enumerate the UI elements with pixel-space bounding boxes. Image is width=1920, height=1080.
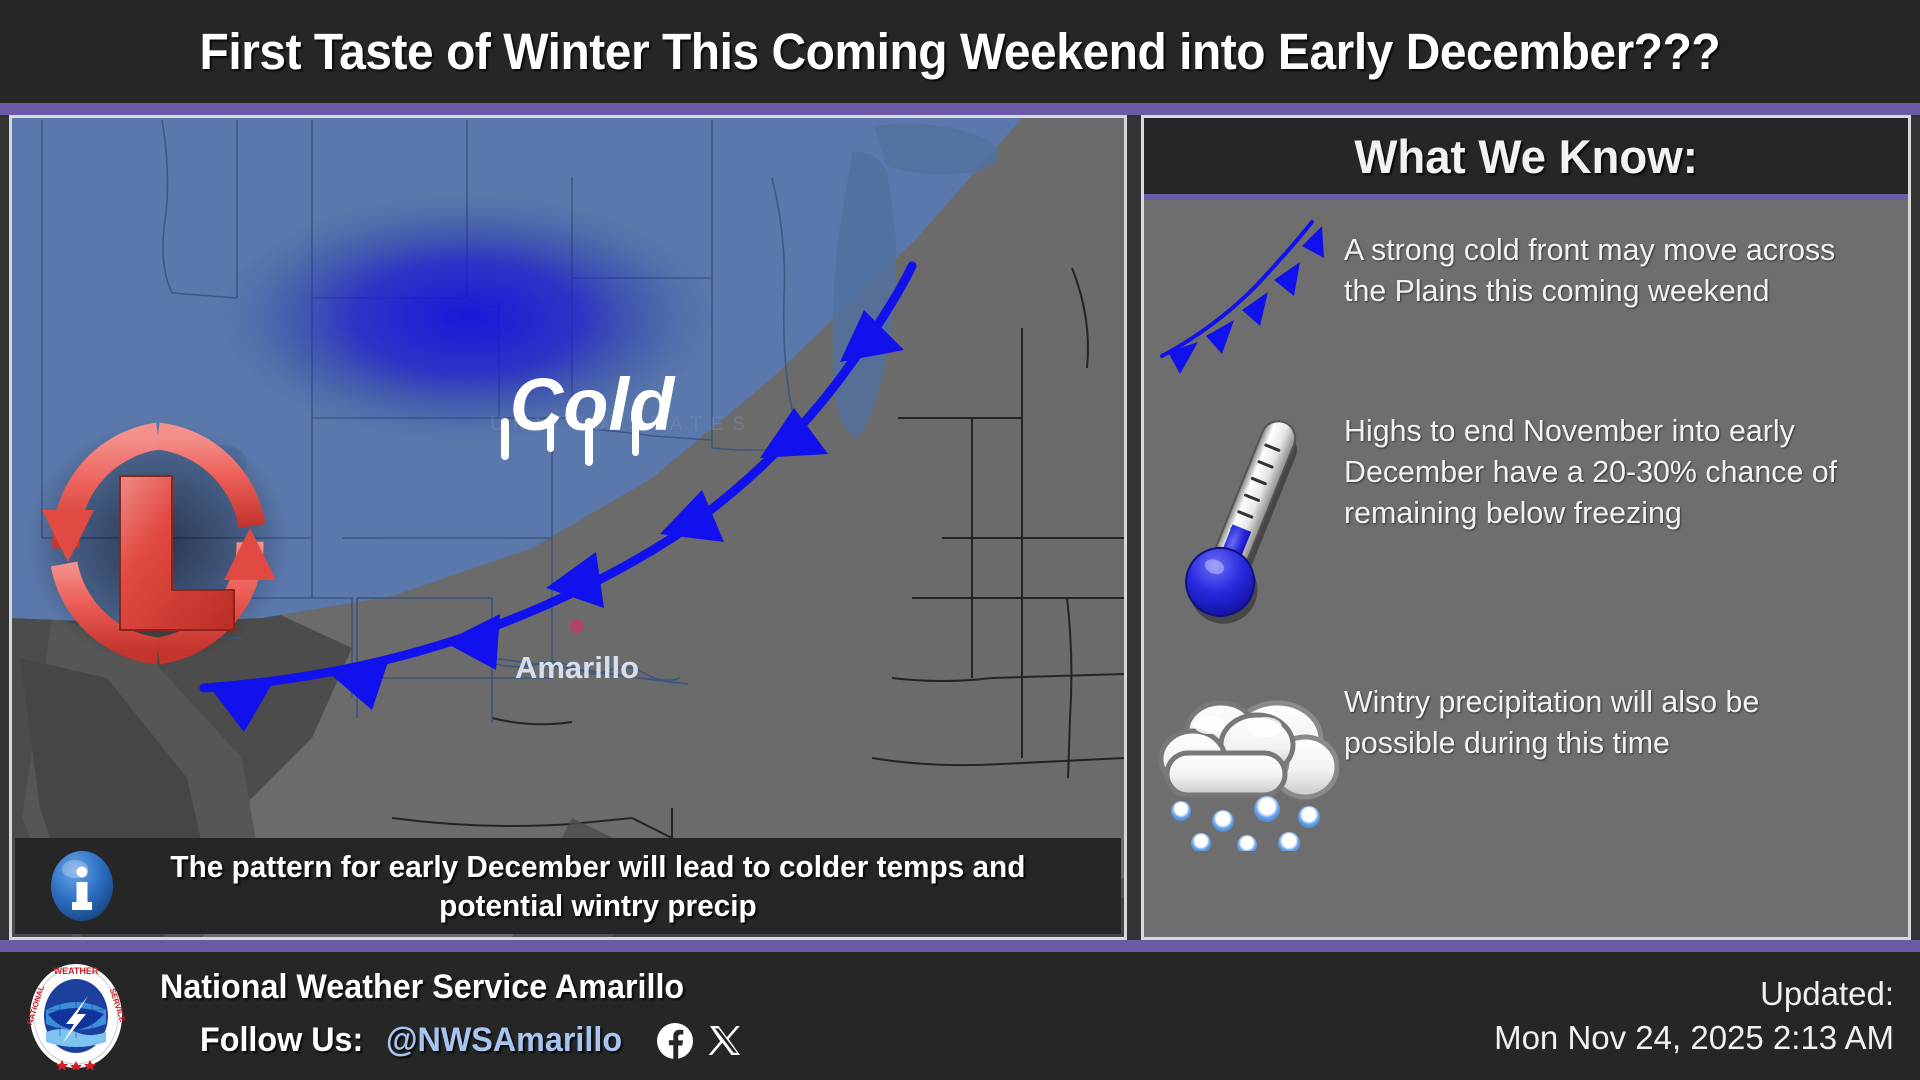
page-title: First Taste of Winter This Coming Weeken… [199, 23, 1721, 80]
what-we-know-title: What We Know: [1354, 129, 1698, 183]
list-item: A strong cold front may move across the … [1144, 200, 1908, 393]
updated-value: Mon Nov 24, 2025 2:13 AM [1494, 1018, 1894, 1056]
divider-top [0, 103, 1920, 115]
amarillo-label: Amarillo [515, 650, 639, 685]
bullet-list: A strong cold front may move across the … [1144, 200, 1908, 876]
svg-text:Cold: Cold [510, 363, 676, 446]
forecast-map-panel: UNITED STATES [9, 115, 1127, 940]
info-icon [45, 849, 119, 923]
low-pressure-letter [119, 475, 235, 631]
bullet-text: Highs to end November into early Decembe… [1344, 413, 1838, 530]
footer-bar: WEATHER NATIONAL SERVICE National Weathe… [0, 952, 1920, 1080]
main-content: UNITED STATES [0, 115, 1920, 940]
footer-text-block: National Weather Service Amarillo Follow… [160, 968, 742, 1060]
x-twitter-icon[interactable] [706, 1023, 742, 1059]
forecast-map: UNITED STATES [12, 118, 1124, 937]
title-bar: First Taste of Winter This Coming Weeken… [0, 0, 1920, 103]
updated-block: Updated: Mon Nov 24, 2025 2:13 AM [1494, 972, 1894, 1060]
list-item: Highs to end November into early Decembe… [1144, 393, 1908, 642]
social-icons [656, 1022, 742, 1060]
amarillo-city-dot [570, 619, 584, 633]
nws-seal-logo: WEATHER NATIONAL SERVICE [22, 962, 130, 1072]
low-pressure-symbol [26, 421, 290, 665]
divider-bottom [0, 940, 1920, 952]
cold-front-barbs [212, 310, 904, 732]
bullet-text: Wintry precipitation will also be possib… [1344, 684, 1760, 760]
facebook-icon[interactable] [656, 1022, 694, 1060]
snow-cloud-icon [1144, 656, 1344, 856]
map-caption-bar: The pattern for early December will lead… [15, 838, 1121, 934]
social-handle[interactable]: @NWSAmarillo [385, 1021, 622, 1059]
follow-row: Follow Us: @NWSAmarillo [160, 1021, 742, 1060]
map-caption-text: The pattern for early December will lead… [170, 848, 1026, 923]
what-we-know-panel: What We Know: [1141, 115, 1911, 940]
bullet-text: A strong cold front may move across the … [1344, 232, 1836, 308]
svg-text:WEATHER: WEATHER [54, 966, 99, 976]
updated-label: Updated: [1760, 975, 1894, 1012]
cold-label: Cold [501, 363, 676, 466]
cold-front-icon [1144, 208, 1344, 383]
office-name: National Weather Service Amarillo [160, 968, 685, 1006]
list-item: Wintry precipitation will also be possib… [1144, 642, 1908, 876]
what-we-know-header: What We Know: [1144, 118, 1908, 200]
snow-dots [1171, 796, 1320, 851]
thermometer-icon [1144, 397, 1344, 632]
follow-label: Follow Us: [200, 1021, 364, 1059]
